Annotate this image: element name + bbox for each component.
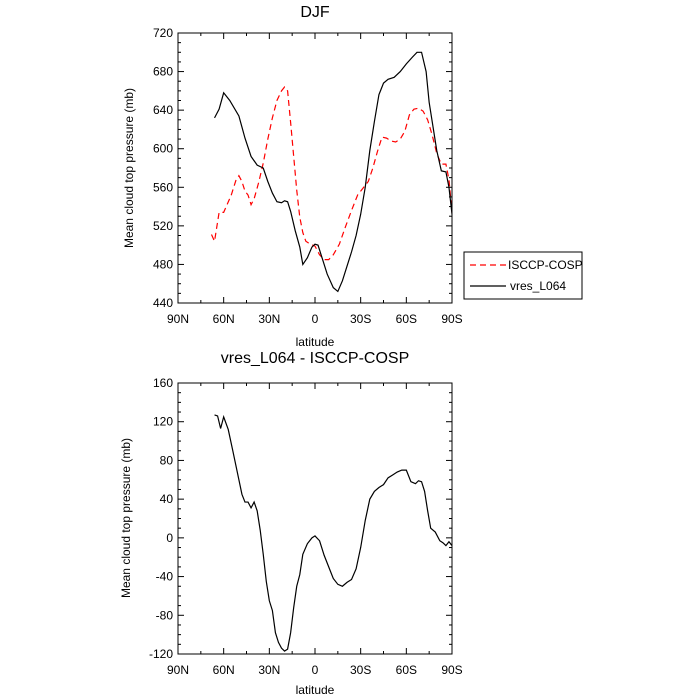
y-tick-label: 680 (153, 65, 173, 79)
y-tick-label: -40 (156, 570, 174, 584)
y-tick-label: 0 (166, 531, 173, 545)
legend-label-isccp-cosp: ISCCP-COSP (508, 258, 583, 272)
y-tick-label: 600 (153, 142, 173, 156)
legend-label-vres-l064: vres_L064 (510, 279, 566, 293)
top-panel: DJF 90N 60N 30N 0 30S 60S 90S 440 480 520 560 600 64… (122, 4, 583, 349)
y-tick-label: 40 (160, 492, 174, 506)
y-tick-label: -120 (149, 647, 173, 661)
y-tick-label: 560 (153, 180, 173, 194)
x-tick-label: 30N (258, 663, 280, 677)
series-line-vres-l064-isccp-cosp (214, 414, 452, 652)
y-tick-label: 160 (153, 376, 173, 390)
series-line-vres-l064 (213, 51, 452, 293)
series-line-isccp-cosp (210, 86, 452, 261)
x-tick-label: 90S (441, 312, 462, 326)
top-legend: ISCCP-COSP vres_L064 (463, 251, 583, 300)
x-tick-label: 60S (396, 663, 417, 677)
x-tick-label: 90N (167, 312, 189, 326)
y-tick-label: -80 (156, 608, 174, 622)
legend-box (463, 251, 583, 300)
y-tick-label: 80 (160, 453, 174, 467)
x-tick-label: 60N (213, 312, 235, 326)
bottom-y-axis-label: Mean cloud top pressure (mb) (119, 438, 133, 598)
x-tick-label: 0 (312, 663, 319, 677)
x-tick-label: 90N (167, 663, 189, 677)
bottom-panel: vres_L064 - ISCCP-COSP 90N 60N 30N 0 30S 60S 9… (119, 350, 463, 697)
x-tick-label: 90S (441, 663, 462, 677)
y-tick-label: 120 (153, 415, 173, 429)
x-tick-label: 30N (258, 312, 280, 326)
x-tick-label: 60S (396, 312, 417, 326)
x-tick-label: 30S (350, 663, 371, 677)
x-tick-label: 0 (312, 312, 319, 326)
y-tick-label: 480 (153, 257, 173, 271)
plot-frame (177, 32, 453, 304)
bottom-x-axis-label: latitude (296, 683, 335, 697)
top-plot-area: 90N 60N 30N 0 30S 60S 90S 440 480 520 560 600 640 680… (153, 26, 463, 326)
y-tick-label: 720 (153, 26, 173, 40)
top-x-axis-label: latitude (296, 335, 335, 349)
top-chart-title: DJF (300, 4, 330, 21)
x-tick-label: 60N (213, 663, 235, 677)
y-tick-label: 520 (153, 219, 173, 233)
x-tick-label: 30S (350, 312, 371, 326)
bottom-plot-area: 90N 60N 30N 0 30S 60S 90S -120 -80 -40 0 40 80 120 160 (149, 376, 463, 677)
bottom-chart-title: vres_L064 - ISCCP-COSP (221, 350, 410, 367)
y-tick-label: 640 (153, 103, 173, 117)
top-y-axis-label: Mean cloud top pressure (mb) (122, 88, 136, 248)
y-tick-label: 440 (153, 296, 173, 310)
